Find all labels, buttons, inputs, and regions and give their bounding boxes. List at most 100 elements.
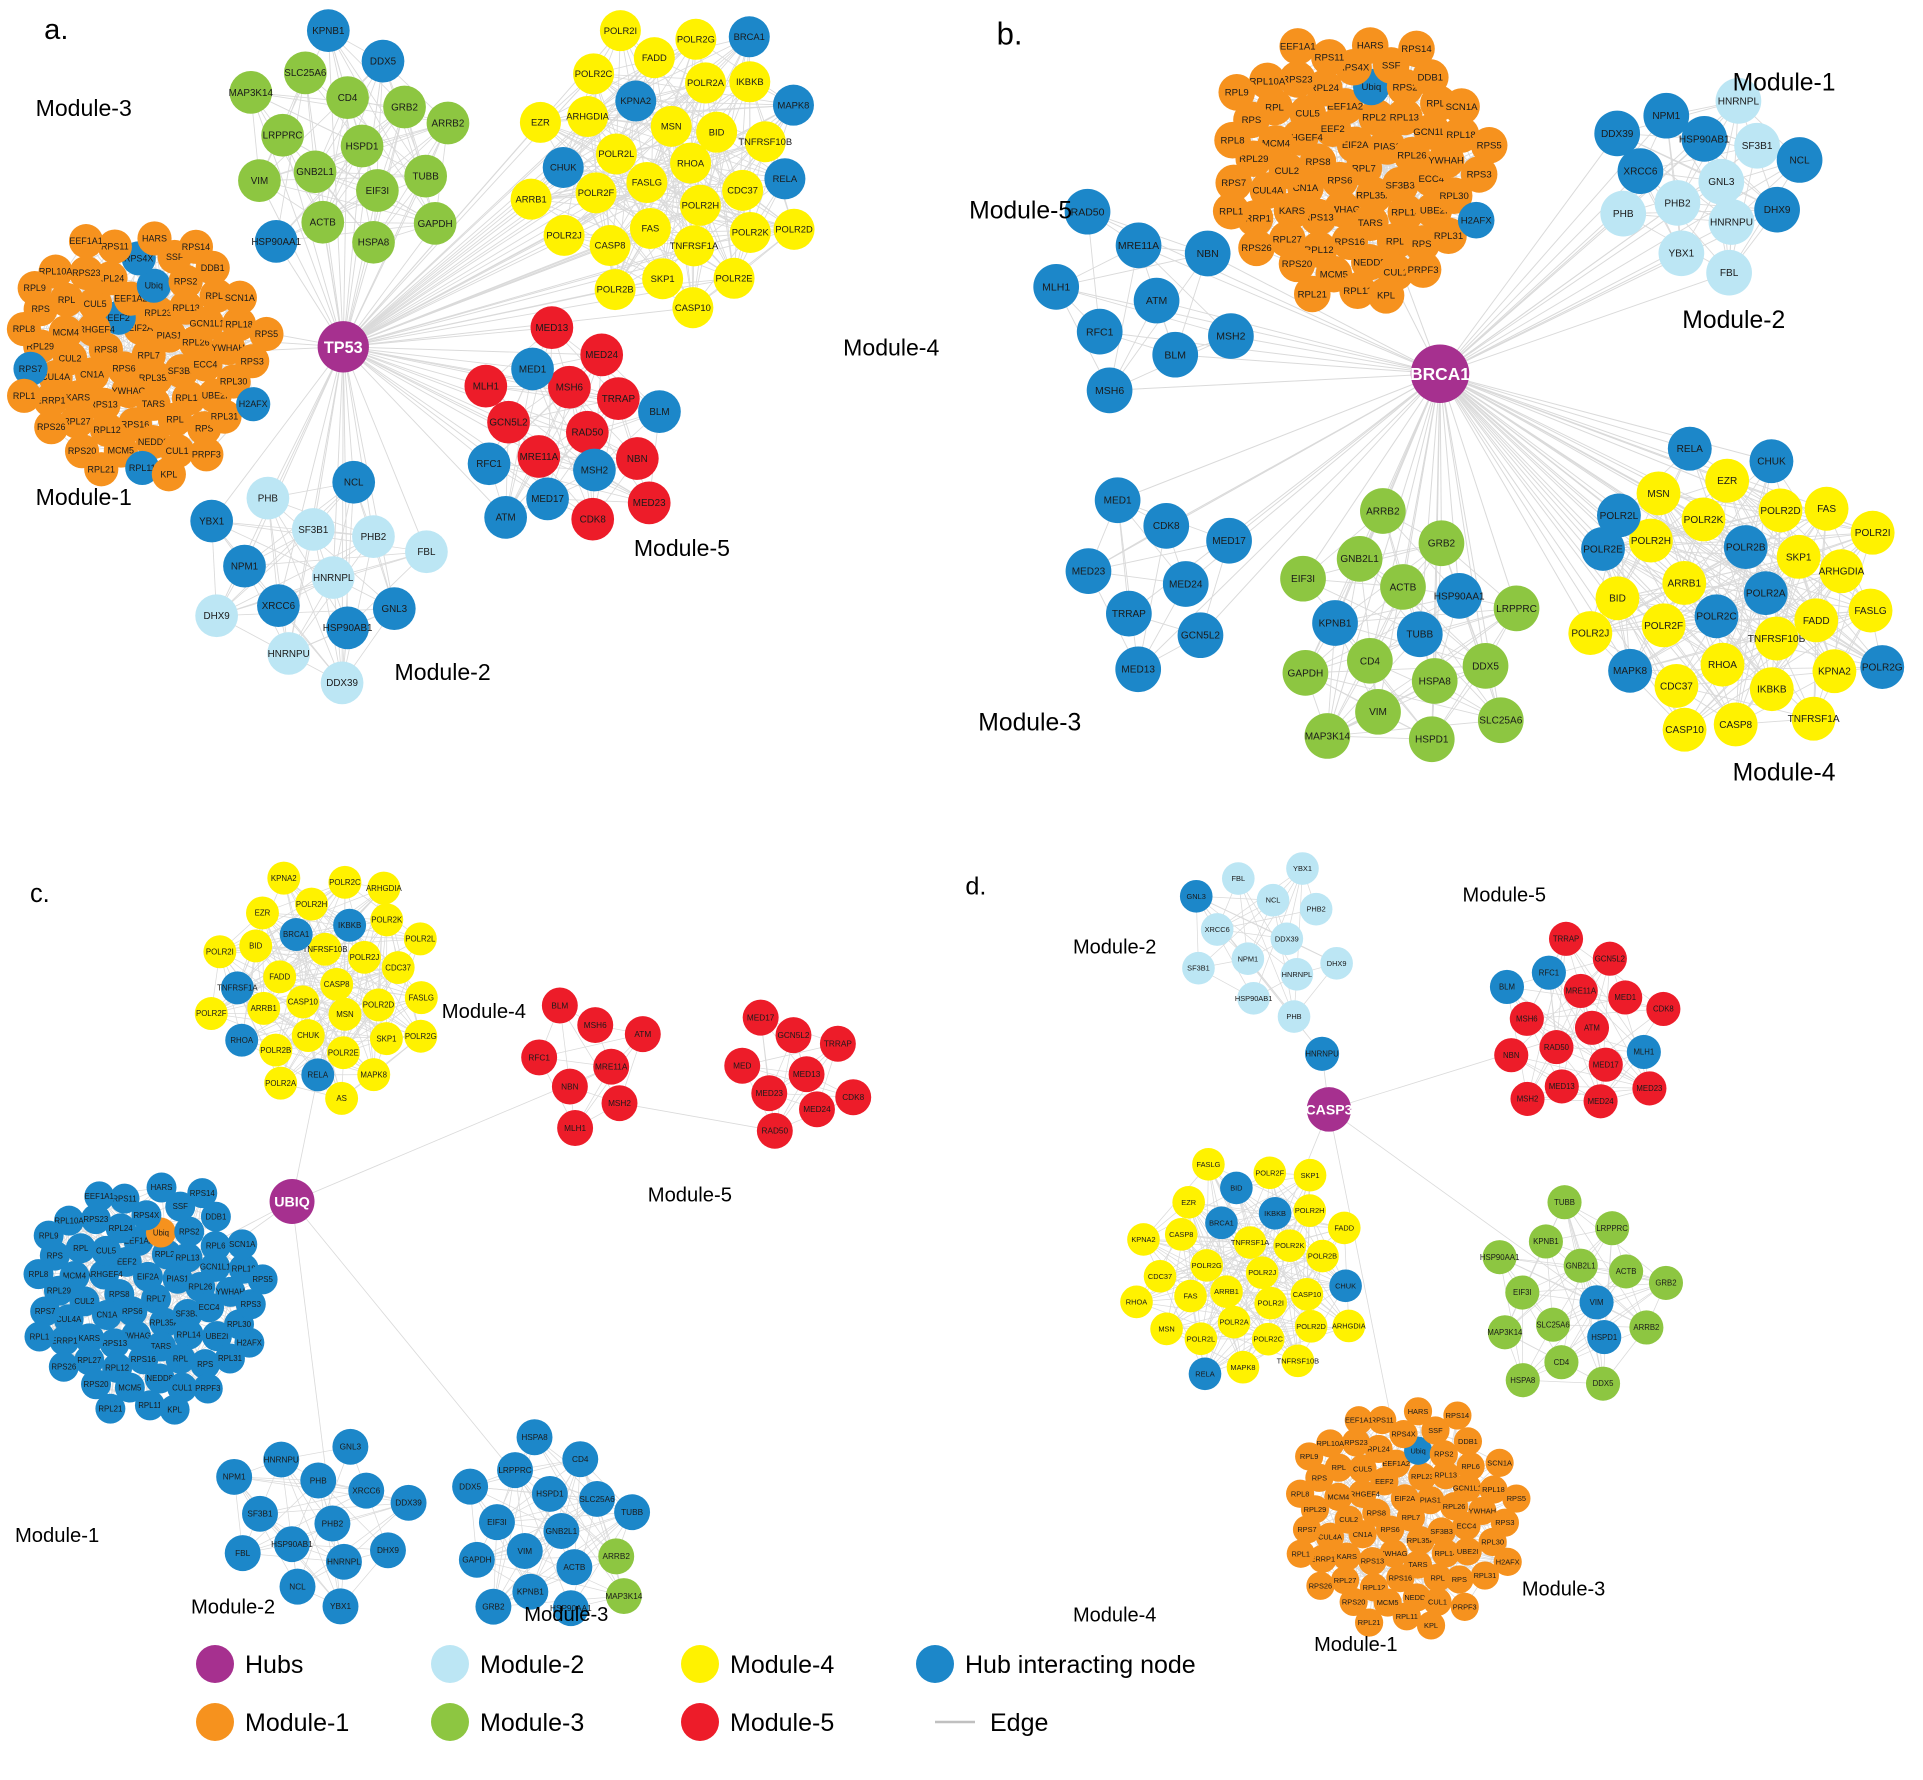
svg-text:DDX5: DDX5 [370, 56, 397, 67]
svg-text:CHUK: CHUK [1335, 1281, 1356, 1290]
svg-text:SF3B1: SF3B1 [247, 1510, 273, 1519]
svg-text:KARS: KARS [66, 392, 90, 402]
svg-text:KPL: KPL [160, 469, 177, 479]
svg-text:TP53: TP53 [324, 339, 363, 357]
svg-text:PRPF3: PRPF3 [195, 1384, 221, 1393]
svg-text:BRCA1: BRCA1 [1410, 364, 1470, 384]
svg-text:RPL18: RPL18 [225, 319, 252, 329]
svg-text:RPS: RPS [47, 1251, 63, 1260]
svg-text:TNFRSF1A: TNFRSF1A [217, 983, 258, 992]
svg-text:RPL31: RPL31 [218, 1354, 242, 1363]
svg-text:KPL: KPL [1424, 1621, 1438, 1630]
svg-text:POLR2B: POLR2B [1726, 542, 1766, 553]
svg-text:Module-1: Module-1 [1733, 69, 1836, 96]
svg-text:EIF2A: EIF2A [1342, 140, 1369, 151]
svg-text:MSN: MSN [661, 121, 682, 132]
svg-text:MED23: MED23 [1636, 1084, 1662, 1093]
svg-text:RELA: RELA [773, 173, 798, 184]
svg-text:Module-4: Module-4 [442, 1001, 526, 1023]
svg-text:RPS3: RPS3 [1467, 170, 1492, 181]
svg-text:RPS5: RPS5 [1477, 141, 1502, 152]
svg-text:CUL5: CUL5 [1353, 1464, 1372, 1473]
svg-text:RPS5: RPS5 [252, 1275, 273, 1284]
svg-text:RPS8: RPS8 [109, 1290, 130, 1299]
svg-text:H2AFX: H2AFX [237, 1338, 263, 1347]
svg-text:IKBKB: IKBKB [338, 921, 361, 930]
svg-text:RPL10A: RPL10A [1317, 1439, 1345, 1448]
svg-text:POLR2G: POLR2G [1192, 1261, 1222, 1270]
svg-text:VIM: VIM [1590, 1298, 1604, 1307]
svg-text:NPM1: NPM1 [1238, 954, 1259, 963]
svg-text:POLR2A: POLR2A [687, 77, 725, 88]
svg-text:CUL5: CUL5 [1295, 109, 1320, 120]
svg-text:Module-5: Module-5 [648, 1184, 732, 1206]
svg-text:RPL1: RPL1 [1292, 1549, 1311, 1558]
svg-text:Module-1: Module-1 [36, 484, 132, 510]
svg-text:Module-4: Module-4 [1733, 760, 1836, 787]
svg-text:CASP10: CASP10 [675, 302, 711, 313]
svg-text:RPL1: RPL1 [1219, 206, 1243, 217]
svg-text:MCM5: MCM5 [108, 446, 134, 456]
svg-text:ACTB: ACTB [1390, 582, 1417, 593]
svg-text:HSP90AA1: HSP90AA1 [1480, 1253, 1519, 1262]
svg-text:RPL1: RPL1 [13, 391, 35, 401]
svg-text:RPL9: RPL9 [1225, 88, 1249, 99]
svg-text:TNFRSF1A: TNFRSF1A [670, 240, 719, 251]
svg-text:POLR2E: POLR2E [716, 273, 753, 284]
svg-text:BLM: BLM [649, 407, 669, 418]
svg-text:CASP8: CASP8 [595, 240, 626, 251]
svg-text:PHB: PHB [1613, 209, 1634, 220]
svg-text:SF3B1: SF3B1 [298, 525, 328, 536]
svg-text:RPL29: RPL29 [1239, 154, 1268, 165]
svg-text:DDB1: DDB1 [201, 263, 225, 273]
svg-text:HSP90AA1: HSP90AA1 [251, 237, 301, 248]
svg-text:MRE11A: MRE11A [595, 1062, 628, 1071]
svg-text:KPNB1: KPNB1 [1533, 1237, 1559, 1246]
svg-text:HSPA8: HSPA8 [521, 1433, 548, 1442]
svg-text:HNRNPU: HNRNPU [1710, 218, 1753, 229]
svg-text:BRCA1: BRCA1 [283, 930, 309, 939]
svg-text:RPS23: RPS23 [1282, 75, 1312, 86]
svg-text:FASLG: FASLG [409, 993, 434, 1002]
svg-text:MAPK8: MAPK8 [778, 99, 810, 110]
svg-text:EEF2: EEF2 [1321, 124, 1345, 135]
svg-text:TRRAP: TRRAP [602, 394, 636, 405]
svg-text:MLH1: MLH1 [1042, 281, 1070, 293]
svg-text:YBX1: YBX1 [1293, 864, 1312, 873]
svg-text:MRE11A: MRE11A [1118, 240, 1159, 252]
svg-text:POLR2D: POLR2D [775, 224, 813, 235]
svg-text:HSP90AB1: HSP90AB1 [271, 1540, 313, 1549]
svg-text:POLR2C: POLR2C [575, 68, 613, 79]
svg-text:MSH6: MSH6 [1516, 1015, 1538, 1024]
svg-text:EZR: EZR [531, 117, 550, 128]
svg-text:RPL9: RPL9 [23, 283, 45, 293]
svg-text:DDB1: DDB1 [1458, 1437, 1478, 1446]
svg-text:KPNA2: KPNA2 [271, 874, 297, 883]
svg-text:HSPD1: HSPD1 [1415, 735, 1449, 746]
svg-text:MSH2: MSH2 [608, 1099, 631, 1108]
svg-text:RPS16: RPS16 [131, 1355, 157, 1364]
svg-text:ATM: ATM [1146, 295, 1167, 307]
svg-text:CDK8: CDK8 [1153, 521, 1180, 532]
svg-text:CD4: CD4 [1360, 656, 1381, 667]
svg-text:RPL: RPL [1265, 102, 1284, 113]
svg-text:RPS5: RPS5 [1507, 1494, 1526, 1503]
svg-text:RPL: RPL [166, 415, 183, 425]
svg-text:MAP3K14: MAP3K14 [229, 88, 274, 99]
svg-text:RPL13: RPL13 [175, 1253, 200, 1262]
svg-text:Module-5: Module-5 [730, 1709, 834, 1737]
svg-text:TUBB: TUBB [1406, 630, 1433, 641]
svg-text:FADD: FADD [269, 973, 290, 982]
svg-text:ARRB1: ARRB1 [515, 193, 546, 204]
svg-text:YWHAH: YWHAH [1469, 1506, 1497, 1515]
svg-text:EIF3I: EIF3I [1291, 574, 1315, 585]
svg-text:HSPD1: HSPD1 [346, 141, 379, 152]
svg-text:RPL11: RPL11 [138, 1401, 161, 1410]
svg-text:MED13: MED13 [1549, 1082, 1575, 1091]
svg-text:RPS11: RPS11 [1315, 53, 1345, 64]
svg-text:SF3B3: SF3B3 [1430, 1527, 1453, 1536]
svg-text:ERRP1: ERRP1 [51, 1336, 77, 1345]
svg-text:POLR2H: POLR2H [1631, 536, 1671, 547]
svg-text:RPS14: RPS14 [1401, 44, 1432, 55]
svg-text:NPM1: NPM1 [223, 1473, 246, 1482]
